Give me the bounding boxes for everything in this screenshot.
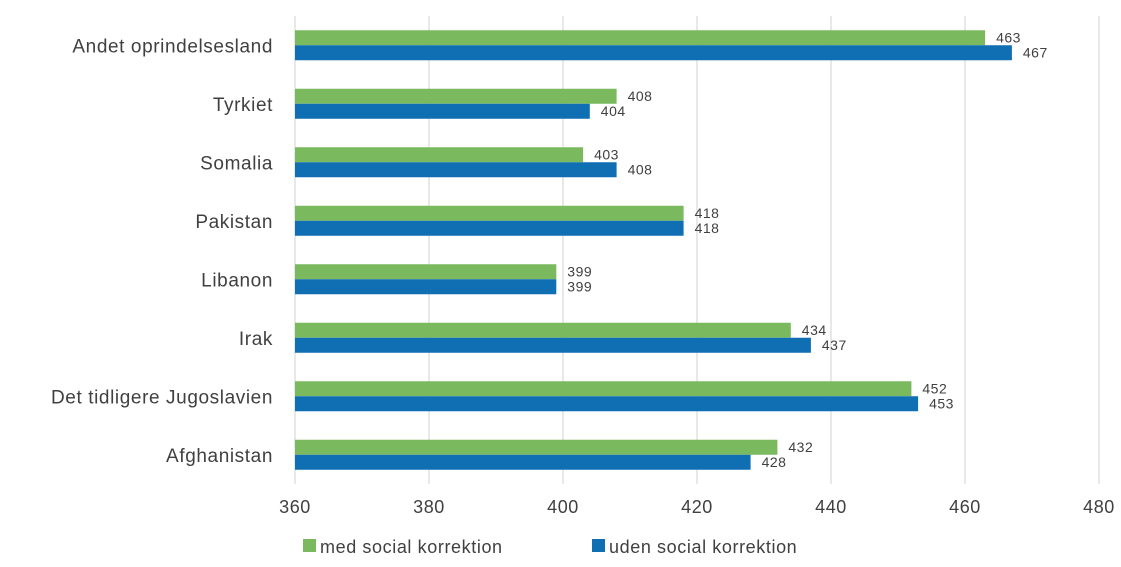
data-label: 408 — [628, 88, 653, 104]
bar — [295, 439, 778, 455]
category-label: Tyrkiet — [213, 95, 273, 116]
data-label: 418 — [695, 220, 720, 236]
data-label: 418 — [695, 205, 720, 221]
legend-label: med social korrektion — [320, 537, 503, 557]
x-tick-label: 400 — [547, 497, 579, 517]
bar — [295, 396, 919, 412]
legend-swatch — [592, 539, 605, 552]
x-axis-ticks: 360 380 400 420 440 460 480 — [279, 497, 1115, 517]
data-label: 403 — [594, 146, 619, 162]
data-label: 404 — [601, 103, 626, 119]
data-label: 467 — [1023, 44, 1048, 60]
bar — [295, 337, 811, 353]
x-tick-label: 440 — [815, 497, 847, 517]
data-label: 399 — [567, 278, 592, 294]
category-label: Pakistan — [195, 212, 273, 233]
legend: med social korrektion uden social korrekt… — [303, 537, 797, 557]
data-label: 408 — [628, 161, 653, 177]
bar — [295, 205, 684, 221]
category-label: Libanon — [201, 270, 273, 291]
bars — [295, 30, 1012, 470]
category-label: Det tidligere Jugoslavien — [51, 387, 273, 408]
x-tick-label: 480 — [1083, 497, 1115, 517]
bar — [295, 220, 684, 236]
category-label: Afghanistan — [166, 446, 273, 467]
category-label: Irak — [239, 329, 273, 350]
data-label: 434 — [802, 322, 827, 338]
gridlines — [294, 16, 1100, 484]
data-label: 463 — [996, 29, 1021, 45]
x-tick-label: 420 — [681, 497, 713, 517]
data-label: 399 — [567, 263, 592, 279]
data-label: 428 — [762, 454, 787, 470]
data-label: 452 — [922, 380, 947, 396]
bar — [295, 322, 791, 338]
category-labels: Andet oprindelsesland Tyrkiet Somalia Pakis… — [51, 36, 273, 467]
data-label: 432 — [788, 439, 813, 455]
x-tick-label: 360 — [279, 497, 311, 517]
bar — [295, 30, 986, 46]
bar — [295, 103, 590, 119]
bar — [295, 147, 584, 163]
category-label: Andet oprindelsesland — [72, 36, 273, 57]
category-label: Somalia — [200, 153, 273, 174]
data-label: 453 — [929, 395, 954, 411]
bar — [295, 264, 557, 280]
data-labels: 4634674084044034084184183993994344374524… — [567, 29, 1047, 470]
data-label: 437 — [822, 337, 847, 353]
bar — [295, 88, 617, 104]
bar — [295, 45, 1012, 61]
bar — [295, 162, 617, 178]
legend-label: uden social korrektion — [609, 537, 797, 557]
legend-swatch — [303, 539, 316, 552]
bar — [295, 454, 751, 470]
bar — [295, 279, 557, 295]
x-tick-label: 460 — [949, 497, 981, 517]
bar — [295, 381, 912, 397]
x-tick-label: 380 — [413, 497, 445, 517]
